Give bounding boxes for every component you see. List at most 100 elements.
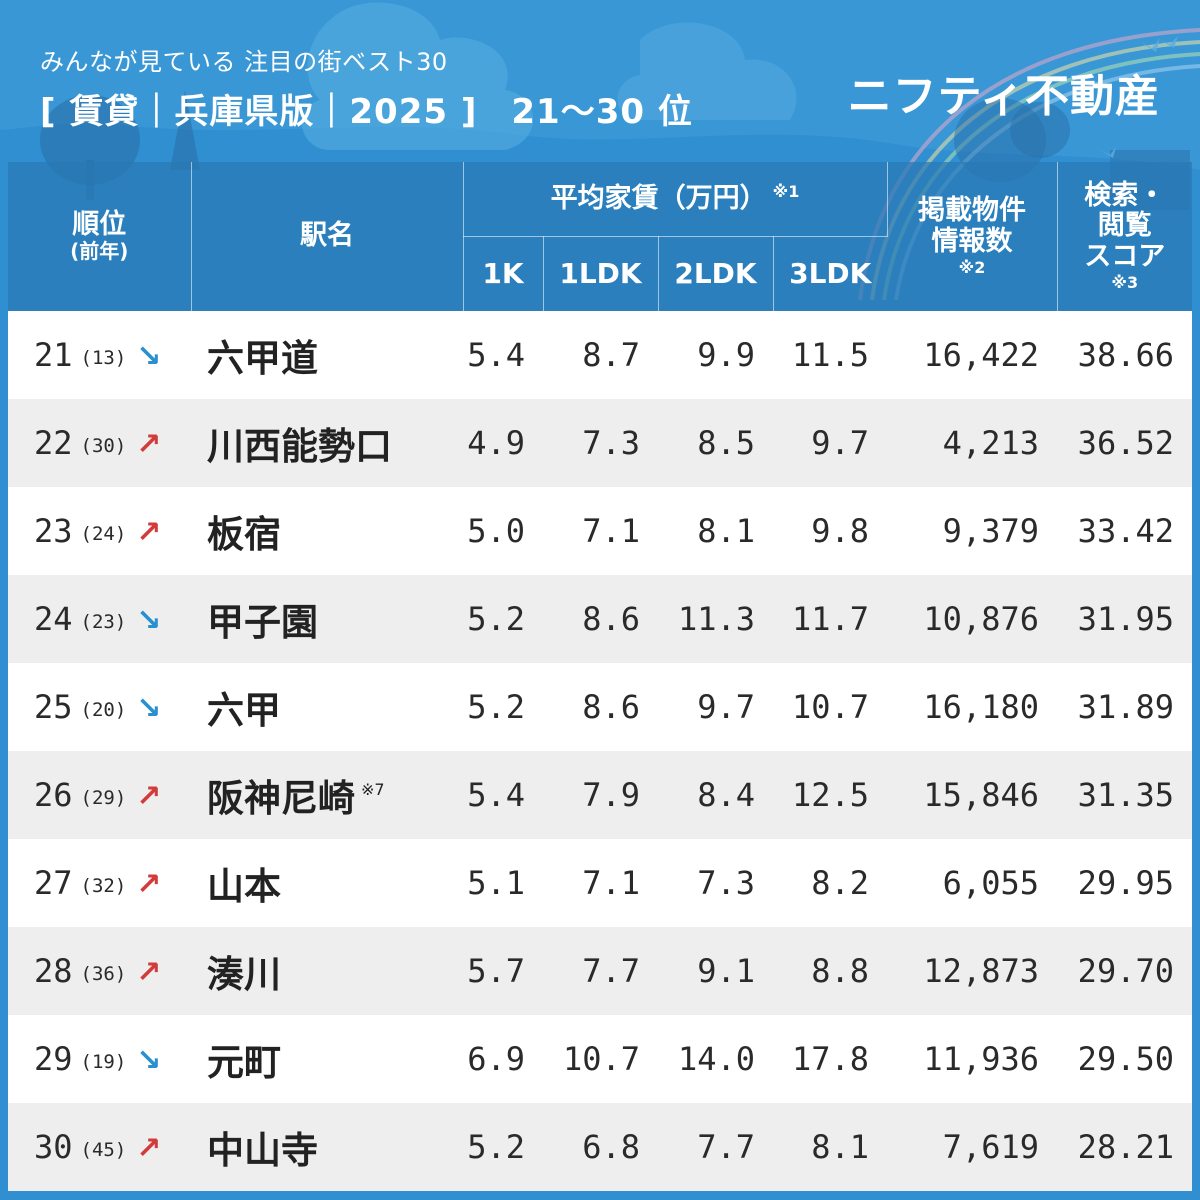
header-listings-line2: 情報数 xyxy=(931,225,1013,257)
table-row: 30 (45) ↗ 中山寺 5.2 6.8 7.7 8.1 7,619 28.21 xyxy=(8,1103,1192,1191)
rent-1k: 5.4 xyxy=(467,336,525,374)
listing-count: 16,180 xyxy=(923,688,1039,726)
station-name-cell: 六甲道 xyxy=(191,311,463,399)
station-name-cell: 川西能勢口 xyxy=(191,399,463,487)
rent-3ldk: 8.1 xyxy=(811,1128,869,1166)
trend-up-icon: ↗ xyxy=(136,955,162,990)
station-name: 元町 xyxy=(207,1041,281,1084)
table-row: 26 (29) ↗ 阪神尼崎 ※7 5.4 7.9 8.4 12.5 15,846 31.35 xyxy=(8,751,1192,839)
search-view-score: 28.21 xyxy=(1077,1128,1174,1166)
station-name: 川西能勢口 xyxy=(207,425,392,468)
previous-rank: (30) xyxy=(80,435,127,457)
listing-count: 9,379 xyxy=(942,512,1039,550)
table-row: 29 (19) ↘ 元町 6.9 10.7 14.0 17.8 11,936 29.50 xyxy=(8,1015,1192,1103)
trend-up-icon: ↗ xyxy=(136,515,162,550)
rent-1k: 5.0 xyxy=(467,512,525,550)
previous-rank: (24) xyxy=(80,523,127,545)
table-row: 28 (36) ↗ 湊川 5.7 7.7 9.1 8.8 12,873 29.70 xyxy=(8,927,1192,1015)
rent-1ldk: 7.7 xyxy=(582,952,640,990)
page-subtitle: みんなが見ている 注目の街ベスト30 xyxy=(40,48,448,76)
search-view-score: 38.66 xyxy=(1077,336,1174,374)
station-name-cell: 板宿 xyxy=(191,487,463,575)
header-listings-line1: 掲載物件 xyxy=(918,195,1026,227)
rank-cell: 21 (13) ↘ xyxy=(8,311,191,399)
header-listings: 掲載物件 情報数 ※2 xyxy=(887,162,1058,311)
station-name: 板宿 xyxy=(207,513,281,556)
rank-number: 22 xyxy=(34,424,73,462)
rank-cell: 29 (19) ↘ xyxy=(8,1015,191,1103)
rent-3ldk: 10.7 xyxy=(791,688,869,726)
trend-down-icon: ↘ xyxy=(136,691,162,726)
rank-cell: 27 (32) ↗ xyxy=(8,839,191,927)
rent-2ldk: 8.1 xyxy=(697,512,755,550)
rent-1ldk: 10.7 xyxy=(562,1040,640,1078)
station-name: 六甲 xyxy=(207,689,281,732)
station-name-cell: 元町 xyxy=(191,1015,463,1103)
trend-up-icon: ↗ xyxy=(136,867,162,902)
rank-cell: 30 (45) ↗ xyxy=(8,1103,191,1191)
station-name: 中山寺 xyxy=(207,1129,318,1172)
listing-count: 10,876 xyxy=(923,600,1039,638)
trend-down-icon: ↘ xyxy=(136,603,162,638)
header-rent-3ldk: 3LDK xyxy=(773,236,887,311)
rent-2ldk: 9.1 xyxy=(697,952,755,990)
rank-number: 28 xyxy=(34,952,73,990)
rent-2ldk: 9.9 xyxy=(697,336,755,374)
rent-3ldk: 12.5 xyxy=(791,776,869,814)
station-name: 山本 xyxy=(207,865,281,908)
trend-up-icon: ↗ xyxy=(136,427,162,462)
rent-1k: 5.2 xyxy=(467,600,525,638)
listing-count: 15,846 xyxy=(923,776,1039,814)
rank-number: 23 xyxy=(34,512,73,550)
rent-1k: 4.9 xyxy=(467,424,525,462)
station-name-cell: 山本 xyxy=(191,839,463,927)
rent-1k: 5.2 xyxy=(467,1128,525,1166)
trend-up-icon: ↗ xyxy=(136,1131,162,1166)
rent-2ldk: 9.7 xyxy=(697,688,755,726)
station-name: 湊川 xyxy=(207,953,281,996)
station-name: 甲子園 xyxy=(207,601,318,644)
rent-1k: 5.4 xyxy=(467,776,525,814)
header-score: 検索・ 閲覧 スコア ※3 xyxy=(1057,162,1192,311)
rent-2ldk: 8.5 xyxy=(697,424,755,462)
rent-3ldk: 17.8 xyxy=(791,1040,869,1078)
rank-number: 25 xyxy=(34,688,73,726)
rent-1k: 5.1 xyxy=(467,864,525,902)
rent-1ldk: 8.7 xyxy=(582,336,640,374)
search-view-score: 33.42 xyxy=(1077,512,1174,550)
previous-rank: (13) xyxy=(80,347,127,369)
table-row: 23 (24) ↗ 板宿 5.0 7.1 8.1 9.8 9,379 33.42 xyxy=(8,487,1192,575)
trend-down-icon: ↘ xyxy=(136,339,162,374)
header-listings-note: ※2 xyxy=(958,257,986,277)
brand-logo: ニフティ不動産 xyxy=(847,71,1160,122)
rank-range: 21〜30 位 xyxy=(511,92,693,132)
previous-rank: (45) xyxy=(80,1139,127,1161)
rank-number: 21 xyxy=(34,336,73,374)
search-view-score: 31.35 xyxy=(1077,776,1174,814)
previous-rank: (36) xyxy=(80,963,127,985)
rent-2ldk: 7.3 xyxy=(697,864,755,902)
table-row: 24 (23) ↘ 甲子園 5.2 8.6 11.3 11.7 10,876 31.95 xyxy=(8,575,1192,663)
rank-number: 30 xyxy=(34,1128,73,1166)
rent-1ldk: 6.8 xyxy=(582,1128,640,1166)
ranking-rows: 21 (13) ↘ 六甲道 5.4 8.7 9.9 11.5 16,422 38.66 22 (30)… xyxy=(8,311,1192,1191)
search-view-score: 29.70 xyxy=(1077,952,1174,990)
header-rent-group: 平均家賃（万円） ※1 xyxy=(463,162,888,237)
rank-cell: 23 (24) ↗ xyxy=(8,487,191,575)
header-score-note: ※3 xyxy=(1111,272,1139,292)
search-view-score: 31.89 xyxy=(1077,688,1174,726)
previous-rank: (32) xyxy=(80,875,127,897)
rent-1k: 5.7 xyxy=(467,952,525,990)
header-rent-1k: 1K xyxy=(463,236,544,311)
ranking-table-container: 順位 (前年) 駅名 平均家賃（万円） ※1 掲載物件 情報数 ※2 検索・ 閲覧… xyxy=(8,162,1192,1192)
rent-1ldk: 8.6 xyxy=(582,600,640,638)
header-rank-label: 順位 xyxy=(72,209,127,241)
ranking-table: 順位 (前年) 駅名 平均家賃（万円） ※1 掲載物件 情報数 ※2 検索・ 閲覧… xyxy=(8,162,1192,1191)
station-note: ※7 xyxy=(361,780,385,799)
rent-2ldk: 14.0 xyxy=(677,1040,755,1078)
station-name: 六甲道 xyxy=(207,337,318,380)
station-name-cell: 甲子園 xyxy=(191,575,463,663)
header-rank: 順位 (前年) xyxy=(8,162,192,311)
rent-1ldk: 7.1 xyxy=(582,864,640,902)
rent-1ldk: 7.9 xyxy=(582,776,640,814)
